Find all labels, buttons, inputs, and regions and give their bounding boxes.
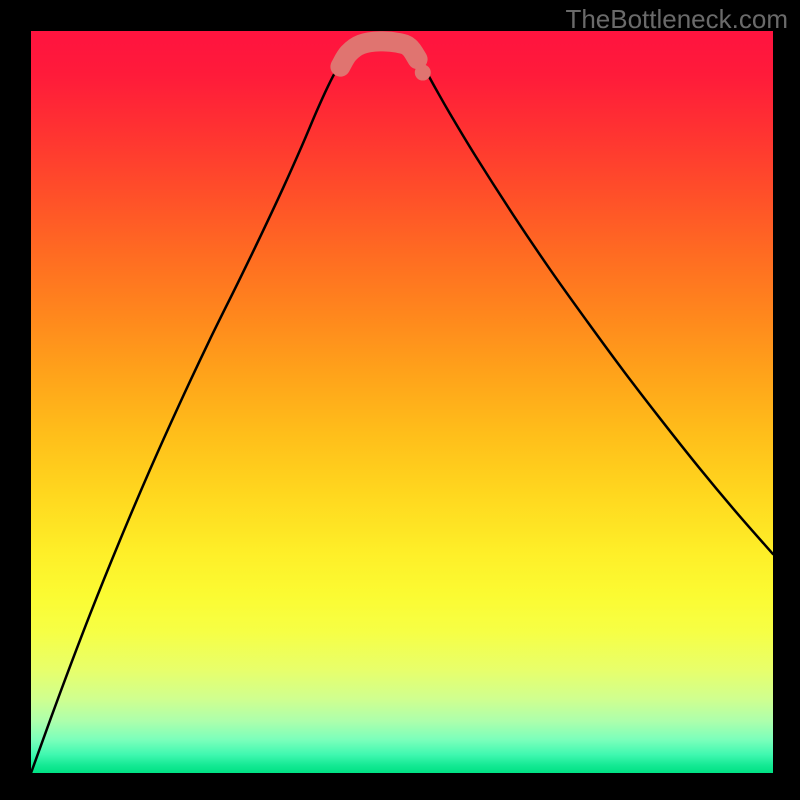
chart-overlay xyxy=(31,31,773,773)
watermark-text: TheBottleneck.com xyxy=(565,4,788,35)
plot-area xyxy=(31,31,773,773)
bottom-highlight xyxy=(340,41,417,66)
curve-right-branch xyxy=(417,57,773,554)
curve-left-branch xyxy=(31,57,346,773)
bottom-highlight-dot-0 xyxy=(415,65,431,81)
